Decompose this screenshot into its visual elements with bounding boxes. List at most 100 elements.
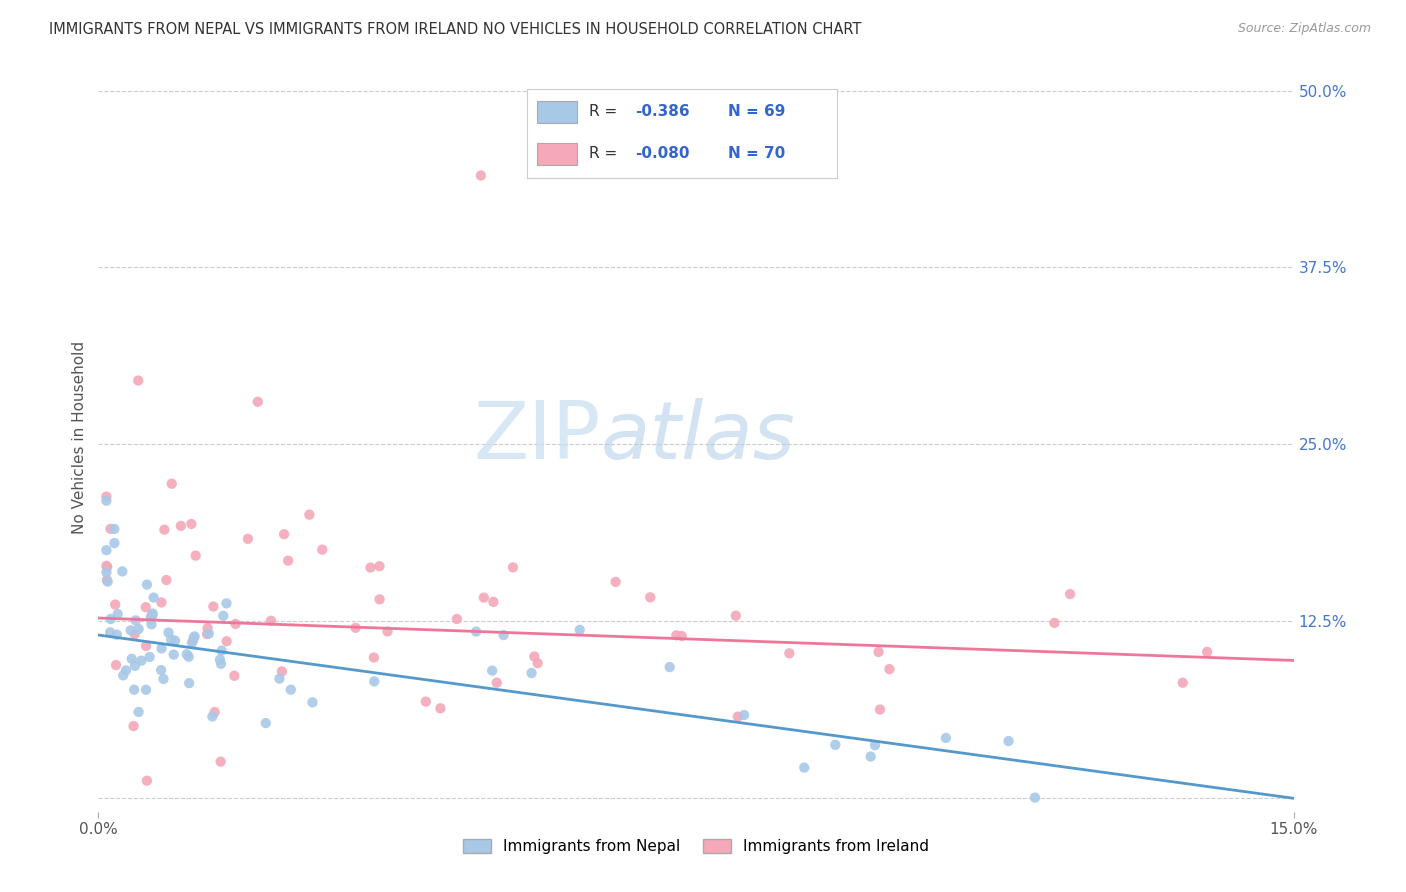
Point <box>363 650 385 665</box>
Point <box>935 731 957 745</box>
Legend: Immigrants from Nepal, Immigrants from Ireland: Immigrants from Nepal, Immigrants from I… <box>457 832 935 860</box>
FancyBboxPatch shape <box>537 101 576 123</box>
Point <box>273 527 295 541</box>
Point <box>157 625 180 640</box>
Point <box>135 639 157 653</box>
Point <box>568 623 591 637</box>
Point <box>100 522 122 536</box>
Point <box>180 516 202 531</box>
Point <box>1171 675 1194 690</box>
Point <box>96 543 118 558</box>
Point <box>201 709 224 723</box>
Point <box>1059 587 1081 601</box>
Point <box>481 664 503 678</box>
Point <box>869 702 891 716</box>
Point <box>301 695 323 709</box>
Point <box>122 719 145 733</box>
Point <box>311 542 333 557</box>
Point <box>195 627 218 641</box>
Point <box>96 560 118 574</box>
Point <box>280 682 302 697</box>
Point <box>429 701 451 715</box>
Point <box>184 549 207 563</box>
Point <box>103 536 125 550</box>
Point <box>225 617 247 632</box>
Point <box>485 675 508 690</box>
Point <box>997 734 1019 748</box>
Text: ZIP: ZIP <box>472 398 600 476</box>
Point <box>298 508 321 522</box>
Point <box>208 653 231 667</box>
Point <box>658 660 681 674</box>
Point <box>254 716 277 731</box>
Point <box>446 612 468 626</box>
Text: -0.386: -0.386 <box>636 104 690 119</box>
Point <box>215 596 238 610</box>
Point <box>1197 645 1219 659</box>
Point <box>128 622 150 636</box>
Point <box>211 643 233 657</box>
Point <box>141 617 163 632</box>
Point <box>368 592 391 607</box>
Point <box>177 649 200 664</box>
Text: N = 70: N = 70 <box>728 146 786 161</box>
Point <box>212 608 235 623</box>
Point <box>111 565 134 579</box>
Point <box>868 645 890 659</box>
Point <box>863 738 886 752</box>
Point <box>160 632 183 647</box>
Point <box>115 664 138 678</box>
Text: atlas: atlas <box>600 398 796 476</box>
Point <box>142 591 165 605</box>
Point <box>859 749 882 764</box>
Point <box>128 705 150 719</box>
Point <box>260 614 283 628</box>
Point <box>163 633 186 648</box>
Point <box>103 522 125 536</box>
Point <box>98 625 121 640</box>
Point <box>124 658 146 673</box>
Text: R =: R = <box>589 146 623 161</box>
Point <box>209 657 232 671</box>
Point <box>127 374 149 388</box>
Point <box>277 554 299 568</box>
Point <box>163 648 186 662</box>
Point <box>215 634 238 648</box>
Point <box>135 682 157 697</box>
Point <box>112 668 135 682</box>
Point <box>105 658 128 673</box>
Point <box>170 519 193 533</box>
Point <box>142 607 165 621</box>
Point <box>141 608 163 623</box>
Point <box>671 629 693 643</box>
Point <box>176 647 198 661</box>
Point <box>181 636 204 650</box>
Point <box>377 624 399 639</box>
Point <box>120 624 142 638</box>
Point <box>526 656 548 670</box>
Point <box>96 573 118 587</box>
Point <box>793 761 815 775</box>
Point <box>415 695 437 709</box>
Point <box>136 577 159 591</box>
Point <box>879 662 901 676</box>
Point <box>482 595 505 609</box>
Point <box>124 627 146 641</box>
Point <box>197 621 219 635</box>
Point <box>153 523 176 537</box>
Point <box>97 574 120 589</box>
Point <box>224 669 246 683</box>
Point <box>107 607 129 621</box>
Point <box>181 633 204 648</box>
Point <box>236 532 259 546</box>
Point <box>152 672 174 686</box>
FancyBboxPatch shape <box>537 143 576 165</box>
Point <box>472 591 495 605</box>
Point <box>183 629 205 643</box>
Point <box>139 610 162 624</box>
Point <box>368 559 391 574</box>
Point <box>470 169 492 183</box>
Point <box>1024 790 1046 805</box>
Point <box>605 574 627 589</box>
Point <box>121 652 143 666</box>
